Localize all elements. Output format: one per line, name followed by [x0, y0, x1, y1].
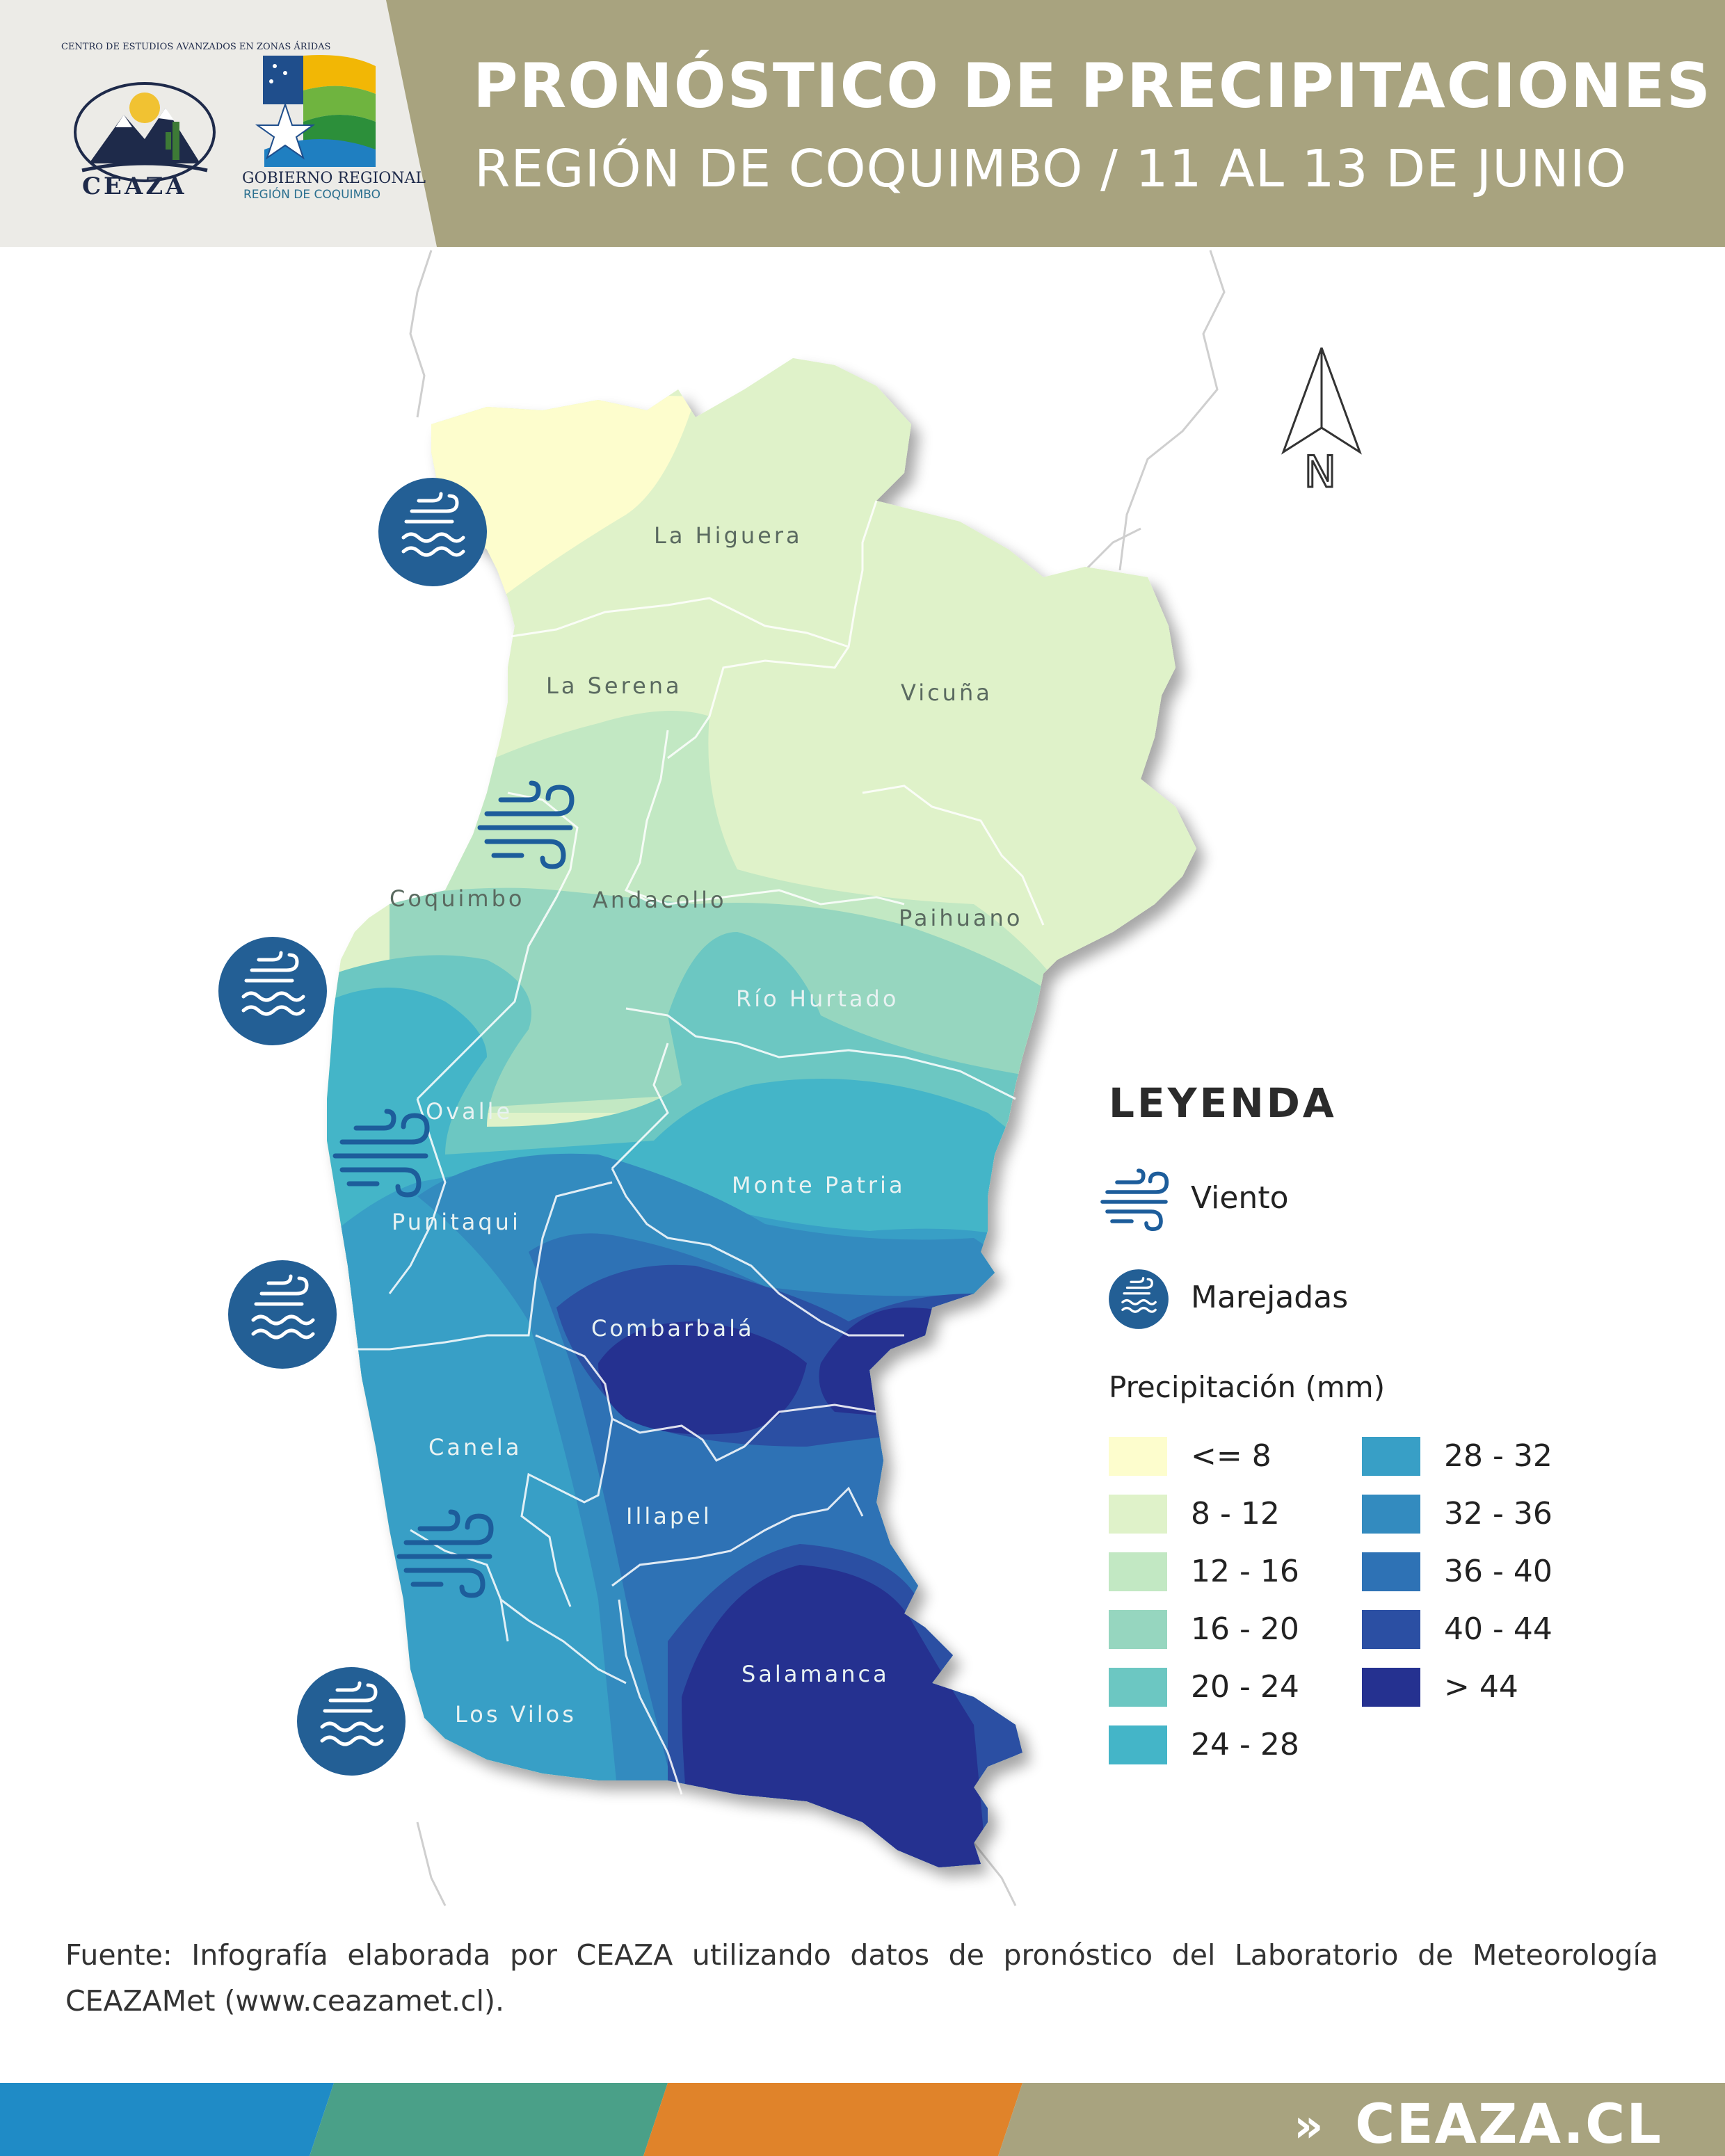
- legend-swatch-label: 28 - 32: [1444, 1438, 1552, 1474]
- legend-swatch: [1362, 1668, 1420, 1707]
- legend-swatch: [1109, 1668, 1167, 1707]
- commune-label: La Higuera: [654, 522, 803, 549]
- legend-swatch: [1109, 1552, 1167, 1591]
- header: CENTRO DE ESTUDIOS AVANZADOS EN ZONAS ÁR…: [0, 0, 1725, 247]
- legend-swatch-label: 12 - 16: [1191, 1554, 1299, 1589]
- commune-label: Vicuña: [901, 679, 993, 706]
- ceaza-arc-text: CENTRO DE ESTUDIOS AVANZADOS EN ZONAS ÁR…: [61, 42, 331, 52]
- north-arrow: [1281, 347, 1362, 455]
- legend-swatch: [1109, 1610, 1167, 1649]
- legend-swatch: [1362, 1495, 1420, 1534]
- legend-swatch: [1362, 1552, 1420, 1591]
- marejadas-icon: [228, 1260, 337, 1369]
- commune-label: Paihuano: [899, 905, 1022, 931]
- legend-viento-icon: [1100, 1168, 1169, 1231]
- commune-label: Andacollo: [593, 887, 727, 913]
- legend-swatch: [1109, 1437, 1167, 1476]
- gore-logo-sub: REGIÓN DE COQUIMBO: [243, 188, 380, 202]
- legend-swatch-label: <= 8: [1191, 1438, 1271, 1474]
- viento-icon: [332, 1109, 430, 1198]
- commune-label: Salamanca: [741, 1661, 890, 1687]
- legend-swatch: [1362, 1437, 1420, 1476]
- marejadas-icon: [218, 937, 327, 1045]
- page-title: PRONÓSTICO DE PRECIPITACIONES: [473, 50, 1712, 122]
- commune-label: La Serena: [546, 673, 682, 699]
- commune-label: Combarbalá: [591, 1315, 755, 1342]
- page-subtitle: REGIÓN DE COQUIMBO / 11 AL 13 DE JUNIO: [474, 139, 1627, 199]
- legend-precip-title: Precipitación (mm): [1109, 1370, 1386, 1404]
- legend-swatch: [1362, 1610, 1420, 1649]
- commune-label: Ovalle: [426, 1098, 513, 1125]
- legend-swatch-label: 32 - 36: [1444, 1496, 1552, 1531]
- source-note: Fuente: Infografía elaborada por CEAZA u…: [65, 1938, 1658, 2018]
- footer-band: [0, 2083, 1725, 2156]
- ceaza-logo-word: CEAZA: [82, 172, 187, 200]
- legend-viento-label: Viento: [1191, 1180, 1289, 1216]
- legend-marejadas-icon: [1109, 1269, 1169, 1329]
- footer-url-link[interactable]: CEAZA.CL: [1355, 2093, 1662, 2156]
- gore-logo: [255, 55, 376, 167]
- legend-swatch-label: 36 - 40: [1444, 1554, 1552, 1589]
- legend-swatch: [1109, 1495, 1167, 1534]
- ceaza-logo: [74, 82, 216, 182]
- legend-swatch-label: 24 - 28: [1191, 1727, 1299, 1762]
- commune-label: Los Vilos: [455, 1701, 577, 1728]
- commune-label: Coquimbo: [390, 885, 524, 912]
- commune-label: Río Hurtado: [736, 986, 899, 1012]
- commune-label: Monte Patria: [732, 1172, 906, 1198]
- commune-label: Punitaqui: [392, 1209, 521, 1235]
- marejadas-icon: [378, 478, 487, 586]
- viento-icon: [477, 780, 575, 869]
- north-label: N: [1304, 447, 1336, 497]
- legend-swatch-label: 8 - 12: [1191, 1496, 1280, 1531]
- legend-marejadas-label: Marejadas: [1191, 1280, 1349, 1315]
- viento-icon: [396, 1509, 494, 1598]
- legend-swatch-label: 40 - 44: [1444, 1611, 1552, 1647]
- legend-swatch-label: > 44: [1444, 1669, 1518, 1705]
- marejadas-icon: [297, 1667, 406, 1776]
- precipitation-map: N La Higuera La Serena Vicuña Coquimbo A…: [218, 250, 1362, 1906]
- commune-label: Canela: [428, 1434, 522, 1461]
- legend-swatch-label: 20 - 24: [1191, 1669, 1299, 1705]
- gore-logo-word: GOBIERNO REGIONAL: [242, 170, 426, 187]
- legend-title: LEYENDA: [1109, 1079, 1337, 1127]
- legend-swatch: [1109, 1725, 1167, 1764]
- chevron-double-right-icon: »: [1294, 2099, 1324, 2153]
- legend-swatch-label: 16 - 20: [1191, 1611, 1299, 1647]
- commune-label: Illapel: [626, 1503, 712, 1529]
